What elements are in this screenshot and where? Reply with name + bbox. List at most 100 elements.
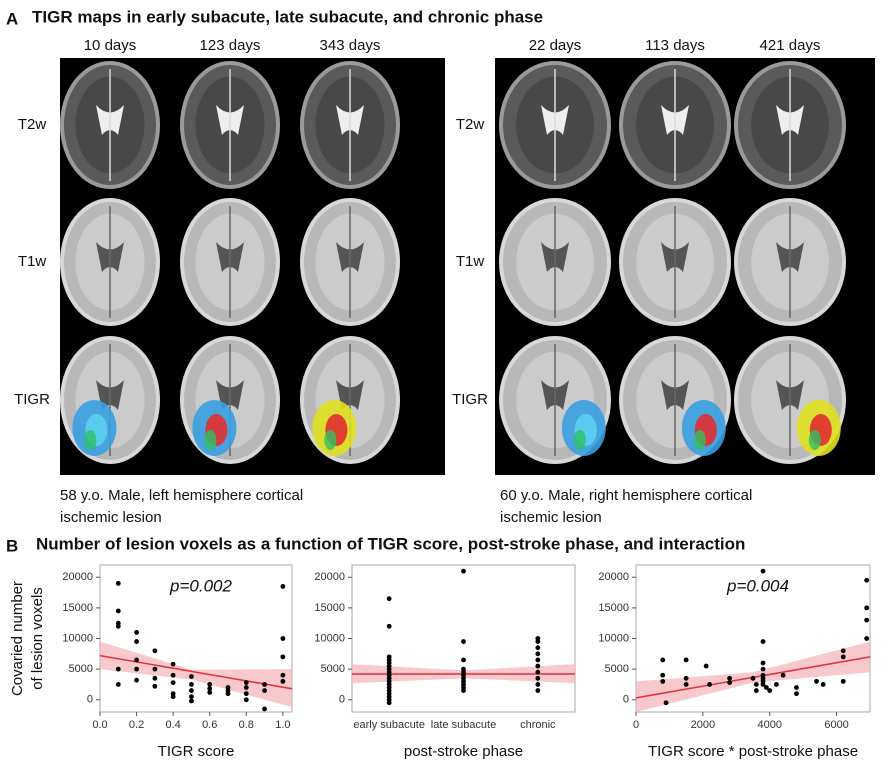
data-point <box>761 639 766 644</box>
data-point <box>535 676 540 681</box>
caption: 60 y.o. Male, right hemisphere cortical <box>500 487 752 504</box>
data-point <box>189 694 194 699</box>
data-point <box>280 636 285 641</box>
x-tick-label: 6000 <box>824 719 848 731</box>
data-point <box>774 682 779 687</box>
data-point <box>707 682 712 687</box>
data-point <box>660 679 665 684</box>
data-point <box>841 654 846 659</box>
panel-label: B <box>6 536 18 555</box>
x-tick-label: late subacute <box>431 719 496 731</box>
data-point <box>387 596 392 601</box>
data-point <box>207 682 212 687</box>
data-point <box>535 639 540 644</box>
confidence-band <box>100 642 292 708</box>
row-label: TIGR <box>14 391 50 408</box>
panel-title: Number of lesion voxels as a function of… <box>36 534 745 553</box>
data-point <box>841 679 846 684</box>
annotation: p=0.004 <box>726 576 789 595</box>
data-point <box>280 679 285 684</box>
data-point <box>189 682 194 687</box>
data-point <box>387 700 392 705</box>
data-point <box>244 697 249 702</box>
data-point <box>761 667 766 672</box>
x-tick-label: 2000 <box>691 719 715 731</box>
x-tick-label: 0.0 <box>92 719 107 731</box>
data-point <box>761 569 766 574</box>
column-header: 421 days <box>760 37 821 54</box>
data-point <box>535 664 540 669</box>
data-point <box>134 667 139 672</box>
data-point <box>262 682 267 687</box>
data-point <box>116 581 121 586</box>
data-point <box>152 676 157 681</box>
data-point <box>864 605 869 610</box>
x-tick-label: 0 <box>633 719 639 731</box>
data-point <box>207 690 212 695</box>
data-point <box>189 699 194 704</box>
data-point <box>134 678 139 683</box>
data-point <box>116 609 121 614</box>
panel-title: TIGR maps in early subacute, late subacu… <box>32 7 543 26</box>
data-point <box>171 662 176 667</box>
y-tick-label: 10000 <box>62 632 93 644</box>
annotation: p=0.002 <box>169 576 232 595</box>
data-point <box>535 688 540 693</box>
data-point <box>280 654 285 659</box>
data-point <box>387 624 392 629</box>
data-point <box>461 688 466 693</box>
x-tick-label: 4000 <box>757 719 781 731</box>
y-tick-label: 10000 <box>314 632 345 644</box>
y-tick-label: 20000 <box>598 571 629 583</box>
data-point <box>864 636 869 641</box>
data-point <box>794 691 799 696</box>
y-tick-label: 0 <box>339 694 345 706</box>
data-point <box>134 630 139 635</box>
data-point <box>781 673 786 678</box>
y-tick-label: 15000 <box>62 602 93 614</box>
data-point <box>461 658 466 663</box>
y-tick-label: 5000 <box>69 663 93 675</box>
data-point <box>814 679 819 684</box>
data-point <box>660 658 665 663</box>
data-point <box>244 691 249 696</box>
data-point <box>152 684 157 689</box>
panel-label: A <box>6 9 18 28</box>
y-tick-label: 0 <box>87 694 93 706</box>
data-point <box>262 707 267 712</box>
y-tick-label: 15000 <box>314 602 345 614</box>
data-point <box>751 676 756 681</box>
data-point <box>767 688 772 693</box>
x-axis-title: TIGR score * post-stroke phase <box>648 743 858 760</box>
data-point <box>461 569 466 574</box>
data-point <box>794 685 799 690</box>
column-header: 10 days <box>84 37 137 54</box>
lesion-map <box>694 430 706 450</box>
column-header: 22 days <box>529 37 582 54</box>
data-point <box>864 578 869 583</box>
column-header: 343 days <box>320 37 381 54</box>
figure: A TIGR maps in early subacute, late suba… <box>0 0 888 768</box>
data-point <box>535 645 540 650</box>
lesion-map <box>204 430 216 450</box>
lesion-map <box>84 430 96 450</box>
y-tick-label: 20000 <box>314 571 345 583</box>
x-tick-label: 0.4 <box>165 719 180 731</box>
data-point <box>761 661 766 666</box>
data-point <box>116 682 121 687</box>
caption: ischemic lesion <box>500 509 602 526</box>
data-point <box>684 658 689 663</box>
data-point <box>134 658 139 663</box>
y-axis-title: Covaried number <box>9 581 26 696</box>
x-tick-label: chronic <box>520 719 556 731</box>
data-point <box>821 682 826 687</box>
page: { "panel_a": { "label": "A", "title": "T… <box>0 0 888 768</box>
lesion-map <box>324 430 336 450</box>
data-point <box>754 688 759 693</box>
data-point <box>244 680 249 685</box>
caption: ischemic lesion <box>60 509 162 526</box>
data-point <box>280 584 285 589</box>
data-point <box>189 688 194 693</box>
data-point <box>116 667 121 672</box>
y-tick-label: 5000 <box>605 663 629 675</box>
